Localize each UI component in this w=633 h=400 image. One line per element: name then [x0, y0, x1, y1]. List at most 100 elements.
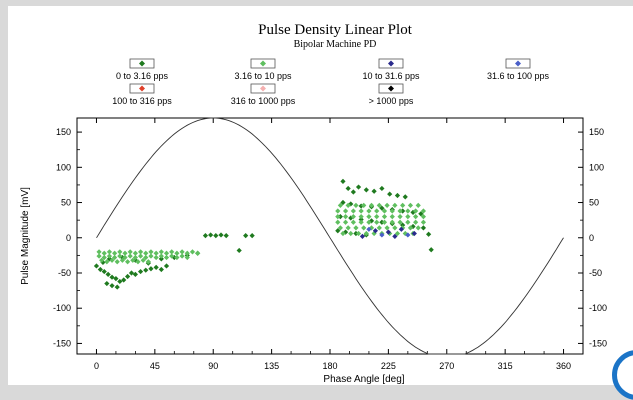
data-point: [345, 202, 351, 208]
data-point: [415, 225, 421, 231]
data-point: [184, 250, 190, 256]
data-point: [420, 208, 427, 214]
x-tick-label: 0: [94, 361, 99, 371]
data-point: [143, 254, 149, 261]
legend-label: 31.6 to 100 pps: [487, 71, 550, 81]
data-point: [345, 185, 351, 192]
data-point: [413, 219, 419, 225]
data-point: [174, 250, 180, 256]
data-point: [358, 203, 364, 209]
data-point: [420, 219, 427, 225]
y-tick-label-right: -150: [589, 338, 607, 348]
x-tick-label: 90: [208, 361, 218, 371]
data-point: [109, 283, 115, 289]
data-point: [117, 278, 123, 285]
data-point: [93, 263, 100, 269]
data-point: [127, 249, 133, 255]
data-point: [407, 202, 414, 208]
data-point: [426, 231, 432, 237]
data-point: [389, 208, 395, 214]
data-point: [379, 205, 385, 211]
data-point: [117, 253, 123, 259]
data-point: [153, 264, 159, 270]
data-point: [158, 266, 164, 273]
data-point: [97, 266, 103, 273]
data-point: [335, 219, 341, 225]
data-point: [163, 254, 170, 261]
data-point: [342, 229, 349, 235]
y-tick-label-right: 150: [589, 127, 604, 137]
data-point: [361, 225, 367, 231]
data-point: [415, 202, 421, 208]
data-point: [243, 233, 249, 239]
data-point: [389, 214, 395, 220]
data-point: [218, 232, 224, 238]
data-point: [384, 225, 390, 231]
pulse-density-chart: Pulse Density Linear Plot Bipolar Machin…: [20, 22, 607, 385]
data-point: [114, 284, 120, 290]
data-point: [358, 214, 364, 220]
legend-label: 100 to 316 pps: [112, 96, 172, 106]
data-point: [179, 249, 185, 255]
data-point: [376, 202, 382, 208]
data-point: [420, 225, 427, 231]
data-point: [137, 268, 144, 275]
data-point: [420, 214, 427, 220]
data-point: [374, 219, 380, 225]
data-point: [413, 208, 419, 214]
data-point: [358, 208, 364, 214]
data-point: [125, 259, 131, 265]
data-point: [397, 214, 403, 220]
legend-marker: [388, 60, 394, 67]
data-point: [335, 214, 341, 220]
y-tick-label: 0: [66, 233, 71, 243]
data-point: [394, 192, 401, 199]
data-point: [132, 254, 138, 261]
data-point: [132, 271, 138, 277]
data-point: [392, 225, 398, 231]
data-point: [342, 219, 349, 225]
legend-marker: [260, 85, 266, 92]
data-point: [163, 263, 170, 269]
legend: 0 to 3.16 pps 3.16 to 10 pps 10 to 31.6 pp…: [112, 58, 550, 106]
data-point: [345, 225, 351, 231]
data-point: [355, 184, 362, 190]
y-axis-label: Pulse Magnitude [mV]: [20, 187, 31, 285]
data-point: [405, 214, 411, 220]
data-point: [169, 249, 175, 255]
legend-item: 3.16 to 10 pps: [234, 58, 292, 81]
data-point: [400, 222, 406, 228]
x-tick-label: 135: [264, 361, 279, 371]
data-point: [153, 250, 159, 256]
data-point: [223, 233, 229, 239]
data-point: [101, 268, 107, 275]
data-point: [132, 250, 138, 256]
data-point: [184, 254, 190, 261]
data-point: [374, 214, 380, 220]
data-point: [114, 259, 120, 265]
data-point: [122, 254, 128, 261]
data-points: [93, 178, 434, 290]
data-point: [350, 219, 356, 225]
data-point: [335, 208, 341, 214]
data-point: [135, 259, 141, 265]
y-tick-label: 150: [56, 127, 71, 137]
data-point: [340, 178, 346, 185]
data-point: [104, 280, 110, 287]
legend-item: > 1000 pps: [369, 83, 414, 106]
x-tick-label: 225: [381, 361, 396, 371]
data-point: [128, 270, 135, 276]
data-point: [363, 230, 369, 237]
data-point: [96, 249, 102, 255]
data-point: [405, 219, 411, 225]
data-point: [418, 211, 424, 217]
y-tick-label-right: 100: [589, 162, 604, 172]
data-point: [148, 249, 154, 255]
data-point: [122, 250, 128, 256]
data-point: [389, 219, 395, 225]
x-tick-label: 360: [556, 361, 571, 371]
data-point: [137, 249, 144, 255]
data-point: [104, 259, 110, 265]
data-point: [400, 202, 406, 208]
data-point: [379, 185, 385, 192]
